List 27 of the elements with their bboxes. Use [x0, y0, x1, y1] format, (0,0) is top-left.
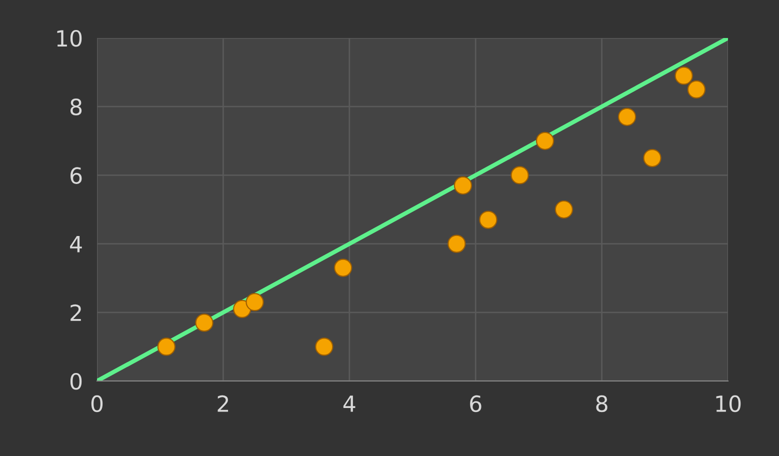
y-tick-label: 2	[70, 304, 81, 321]
point	[157, 338, 176, 356]
x-tick-label: 8	[596, 395, 608, 412]
point	[618, 108, 636, 126]
x-tick-label: 6	[470, 395, 482, 412]
y-tick-label: 6	[70, 167, 82, 184]
point	[195, 314, 214, 332]
y-tick-label: 10	[57, 30, 82, 47]
point	[554, 200, 573, 219]
point	[454, 176, 472, 195]
point	[687, 80, 706, 99]
x-tick-label: 10	[716, 395, 741, 412]
point	[643, 148, 662, 168]
point	[246, 293, 264, 312]
point	[536, 132, 554, 150]
point	[448, 234, 466, 253]
point	[334, 258, 352, 277]
point	[510, 166, 529, 184]
y-tick-label: 0	[70, 372, 82, 390]
y-tick-label: 4	[70, 236, 82, 252]
point	[479, 210, 498, 229]
x-tick-label: 0	[91, 395, 103, 412]
x-tick-label: 4	[343, 396, 356, 412]
point	[315, 338, 334, 356]
x-tick-label: 2	[218, 395, 228, 412]
point	[674, 66, 693, 85]
y-tick-label: 8	[70, 98, 82, 116]
